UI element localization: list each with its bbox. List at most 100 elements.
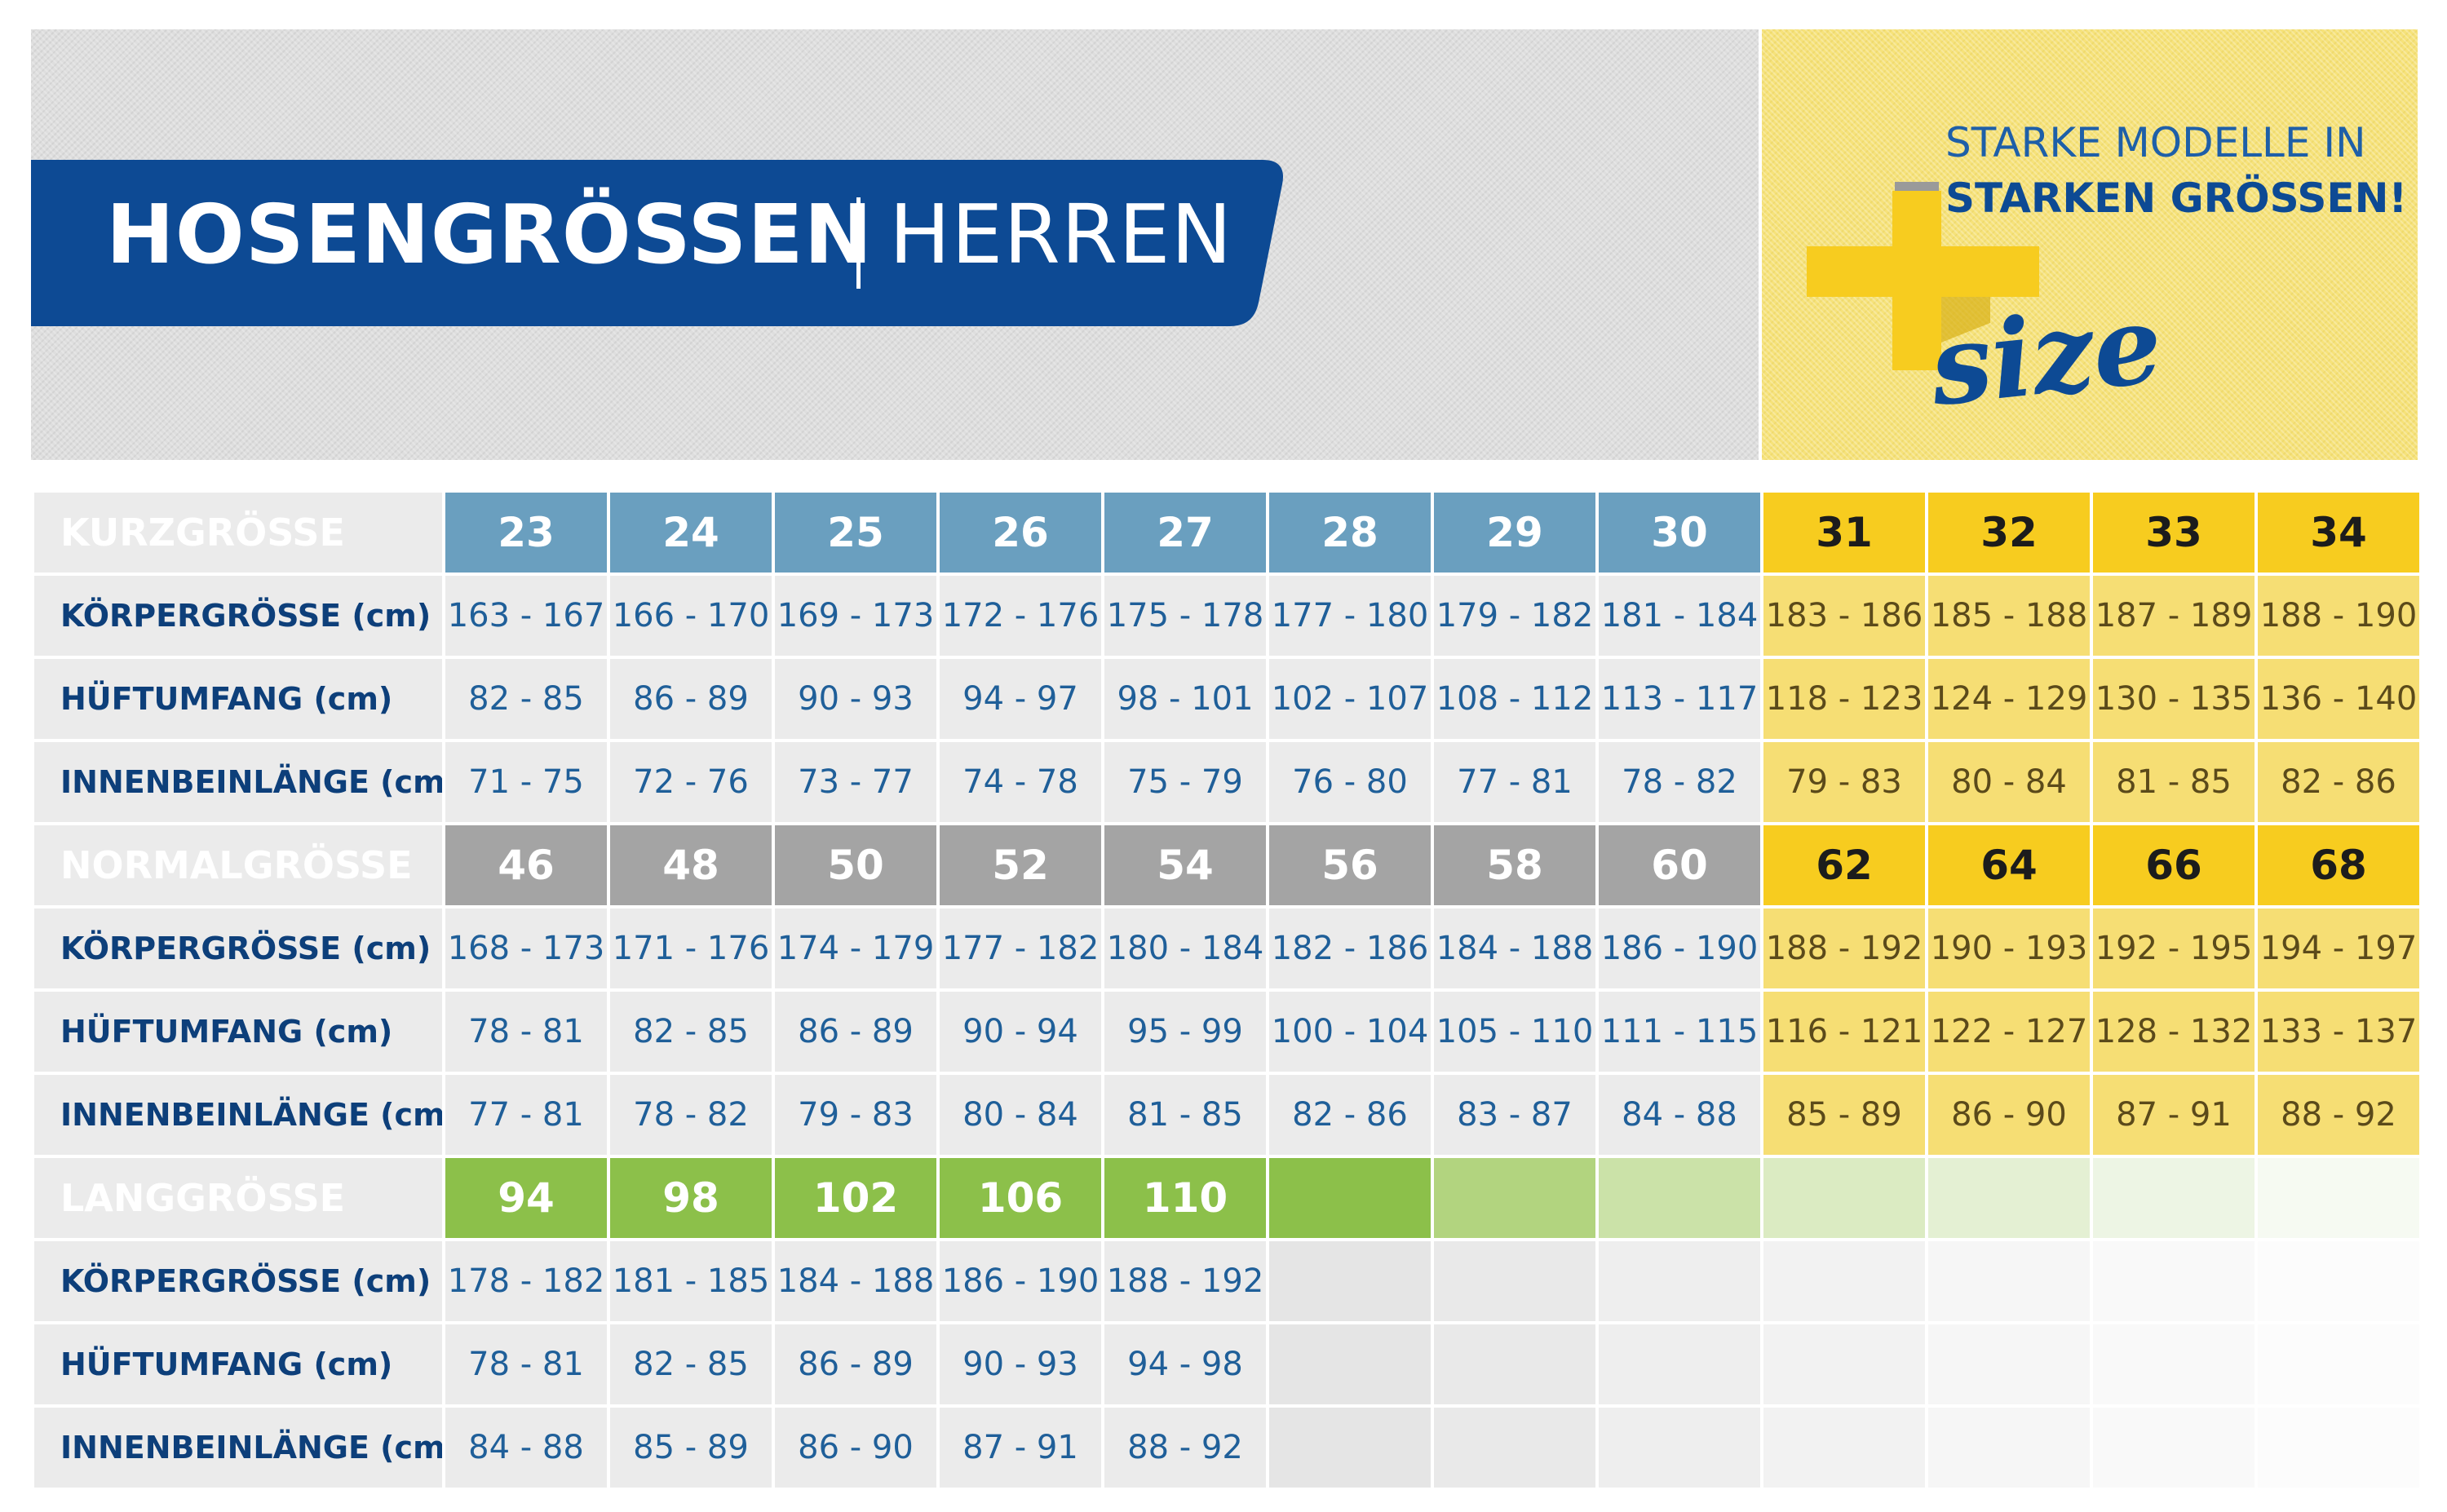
empty-cell	[1269, 1241, 1431, 1321]
table-cell: 94 - 98	[1104, 1324, 1266, 1404]
table-cell: 80 - 84	[1928, 742, 2090, 822]
table-cell: 102 - 107	[1269, 659, 1431, 739]
empty-cell	[2093, 1408, 2255, 1488]
normal-size-50: 50	[775, 825, 936, 905]
table-cell: 190 - 193	[1928, 909, 2090, 988]
kurz-section-label: KURZGRÖSSE	[34, 493, 442, 573]
table-cell: 71 - 75	[445, 742, 607, 822]
table-cell: 86 - 89	[775, 1324, 936, 1404]
lang-innenbeinlaenge-row: INNENBEINLÄNGE (cm) 84 - 88 85 - 89 86 -…	[34, 1408, 2419, 1488]
size-table: KURZGRÖSSE 23 24 25 26 27 28 29 30 31 32…	[31, 489, 2423, 1491]
empty-cell	[1928, 1408, 2090, 1488]
table-cell: 113 - 117	[1599, 659, 1760, 739]
empty-cell	[2093, 1324, 2255, 1404]
table-cell: 81 - 85	[2093, 742, 2255, 822]
table-cell: 192 - 195	[2093, 909, 2255, 988]
table-cell: 82 - 86	[2258, 742, 2419, 822]
empty-cell	[1269, 1324, 1431, 1404]
kurz-size-26: 26	[940, 493, 1101, 573]
row-label: HÜFTUMFANG (cm)	[34, 1324, 442, 1404]
row-label: KÖRPERGRÖSSE (cm)	[34, 1241, 442, 1321]
row-label: HÜFTUMFANG (cm)	[34, 659, 442, 739]
page-subtitle: HERREN	[889, 187, 1233, 282]
table-cell: 108 - 112	[1434, 659, 1595, 739]
plus-icon-shadow	[1941, 297, 1990, 343]
empty-cell	[1269, 1408, 1431, 1488]
normal-size-66: 66	[2093, 825, 2255, 905]
table-cell: 73 - 77	[775, 742, 936, 822]
empty-cell	[1928, 1241, 2090, 1321]
kurz-size-24: 24	[610, 493, 772, 573]
empty-cell	[1269, 1158, 1431, 1238]
table-cell: 122 - 127	[1928, 992, 2090, 1072]
normal-size-60: 60	[1599, 825, 1760, 905]
table-cell: 194 - 197	[2258, 909, 2419, 988]
table-cell: 84 - 88	[1599, 1075, 1760, 1155]
table-cell: 75 - 79	[1104, 742, 1266, 822]
empty-cell	[2258, 1324, 2419, 1404]
table-cell: 188 - 192	[1763, 909, 1925, 988]
table-cell: 87 - 91	[2093, 1075, 2255, 1155]
table-cell: 116 - 121	[1763, 992, 1925, 1072]
kurz-size-27: 27	[1104, 493, 1266, 573]
table-cell: 100 - 104	[1269, 992, 1431, 1072]
table-cell: 124 - 129	[1928, 659, 2090, 739]
table-cell: 79 - 83	[1763, 742, 1925, 822]
table-cell: 85 - 89	[610, 1408, 772, 1488]
kurz-size-33: 33	[2093, 493, 2255, 573]
plus-icon-horizontal	[1807, 246, 2039, 297]
normal-size-52: 52	[940, 825, 1101, 905]
table-cell: 184 - 188	[775, 1241, 936, 1321]
table-cell: 133 - 137	[2258, 992, 2419, 1072]
empty-cell	[2093, 1158, 2255, 1238]
lang-size-94: 94	[445, 1158, 607, 1238]
table-cell: 79 - 83	[775, 1075, 936, 1155]
table-cell: 77 - 81	[445, 1075, 607, 1155]
table-cell: 178 - 182	[445, 1241, 607, 1321]
table-cell: 87 - 91	[940, 1408, 1101, 1488]
table-cell: 136 - 140	[2258, 659, 2419, 739]
plus-size-panel	[1762, 29, 2418, 460]
empty-cell	[2093, 1241, 2255, 1321]
empty-cell	[2258, 1158, 2419, 1238]
table-cell: 98 - 101	[1104, 659, 1266, 739]
page-title: HOSENGRÖSSEN	[106, 187, 874, 282]
empty-cell	[1434, 1324, 1595, 1404]
table-cell: 172 - 176	[940, 576, 1101, 656]
table-cell: 181 - 185	[610, 1241, 772, 1321]
lang-hueftumfang-row: HÜFTUMFANG (cm) 78 - 81 82 - 85 86 - 89 …	[34, 1324, 2419, 1404]
normal-size-62: 62	[1763, 825, 1925, 905]
table-cell: 130 - 135	[2093, 659, 2255, 739]
table-cell: 180 - 184	[1104, 909, 1266, 988]
promo-line-1: STARKE MODELLE IN	[1945, 119, 2366, 166]
table-cell: 84 - 88	[445, 1408, 607, 1488]
table-cell: 90 - 93	[940, 1324, 1101, 1404]
table-cell: 181 - 184	[1599, 576, 1760, 656]
row-label: KÖRPERGRÖSSE (cm)	[34, 576, 442, 656]
table-cell: 183 - 186	[1763, 576, 1925, 656]
table-cell: 86 - 89	[775, 992, 936, 1072]
row-label: INNENBEINLÄNGE (cm)	[34, 742, 442, 822]
plus-size-logo: size	[1807, 182, 2168, 431]
table-cell: 171 - 176	[610, 909, 772, 988]
empty-cell	[1599, 1324, 1760, 1404]
kurz-size-34: 34	[2258, 493, 2419, 573]
empty-cell	[1763, 1324, 1925, 1404]
empty-cell	[2258, 1241, 2419, 1321]
kurz-size-31: 31	[1763, 493, 1925, 573]
table-cell: 187 - 189	[2093, 576, 2255, 656]
table-cell: 175 - 178	[1104, 576, 1266, 656]
normal-size-46: 46	[445, 825, 607, 905]
normal-size-64: 64	[1928, 825, 2090, 905]
kurz-hueftumfang-row: HÜFTUMFANG (cm) 82 - 85 86 - 89 90 - 93 …	[34, 659, 2419, 739]
table-cell: 174 - 179	[775, 909, 936, 988]
empty-cell	[1434, 1158, 1595, 1238]
table-cell: 72 - 76	[610, 742, 772, 822]
lang-header-row: LANGGRÖSSE 94 98 102 106 110	[34, 1158, 2419, 1238]
kurz-size-25: 25	[775, 493, 936, 573]
table-cell: 185 - 188	[1928, 576, 2090, 656]
table-cell: 83 - 87	[1434, 1075, 1595, 1155]
table-cell: 186 - 190	[940, 1241, 1101, 1321]
kurz-koerpergroesse-row: KÖRPERGRÖSSE (cm) 163 - 167 166 - 170 16…	[34, 576, 2419, 656]
table-cell: 179 - 182	[1434, 576, 1595, 656]
